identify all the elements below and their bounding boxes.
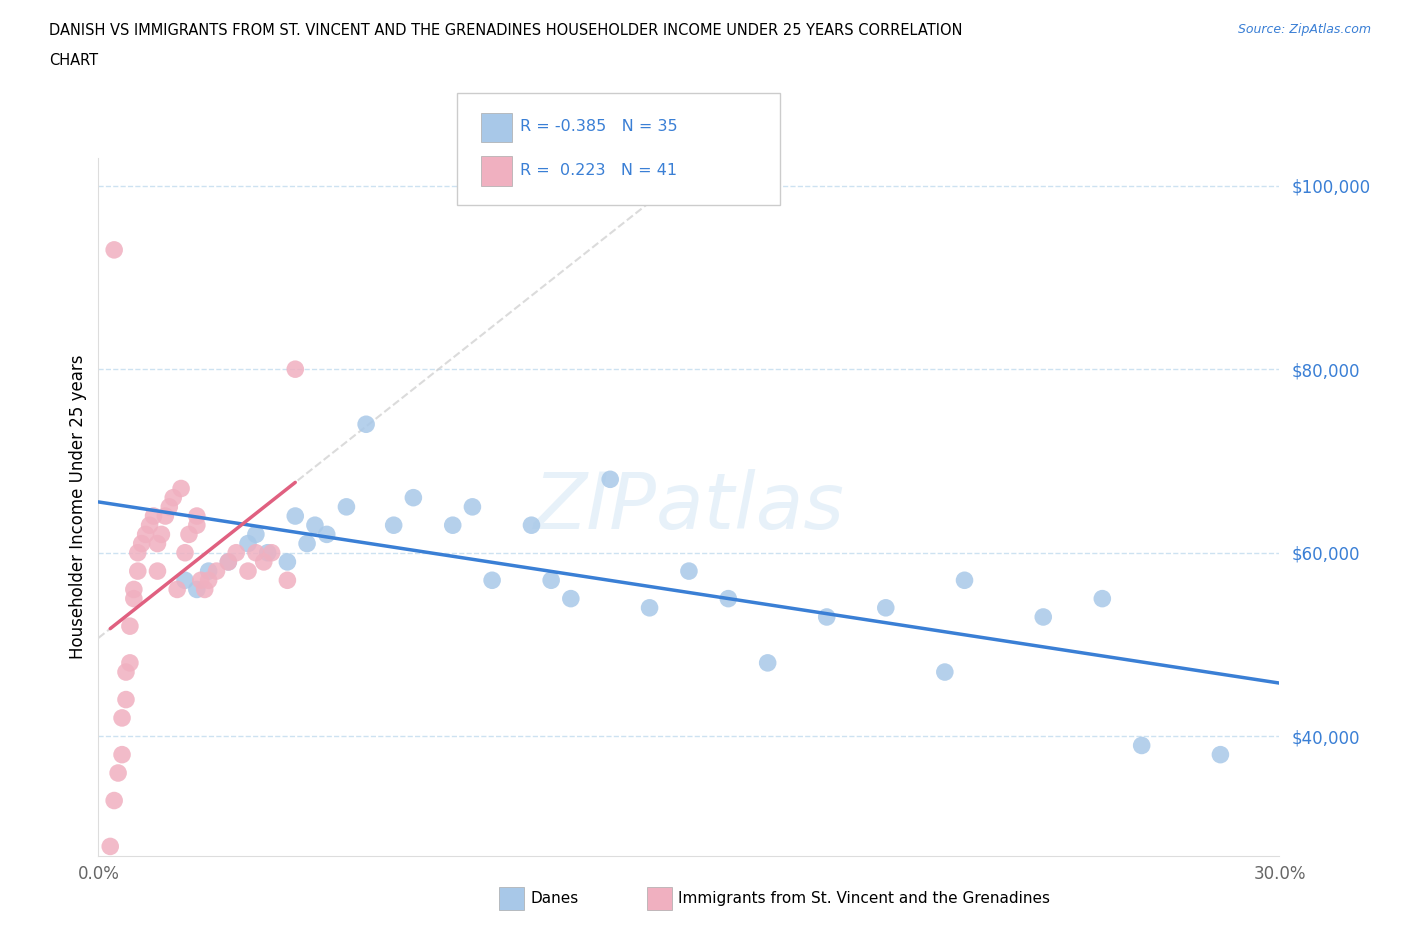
Point [122, 582, 145, 597]
Point [335, 499, 357, 514]
Point [118, 618, 141, 633]
Point [146, 564, 169, 578]
Point [276, 554, 298, 569]
Point [1032, 609, 1054, 624]
Point [135, 527, 157, 542]
Point [103, 793, 125, 808]
Point [315, 527, 337, 542]
Point [953, 573, 976, 588]
Point [354, 417, 377, 432]
Point [304, 518, 326, 533]
Text: CHART: CHART [49, 53, 98, 68]
Point [118, 656, 141, 671]
Point [678, 564, 700, 578]
Point [131, 536, 153, 551]
Point [875, 601, 897, 616]
Point [815, 609, 838, 624]
Point [520, 518, 543, 533]
Point [295, 536, 318, 551]
Point [186, 582, 208, 597]
Text: Immigrants from St. Vincent and the Grenadines: Immigrants from St. Vincent and the Gren… [678, 891, 1050, 906]
Point [115, 665, 138, 680]
Point [382, 518, 405, 533]
Point [441, 518, 464, 533]
Text: Source: ZipAtlas.com: Source: ZipAtlas.com [1237, 23, 1371, 36]
Point [236, 564, 259, 578]
Point [638, 601, 661, 616]
Point [197, 564, 219, 578]
Y-axis label: Householder Income Under 25 years: Householder Income Under 25 years [69, 354, 87, 659]
Point [217, 554, 239, 569]
Point [540, 573, 562, 588]
Point [111, 747, 134, 762]
Point [217, 554, 239, 569]
Point [138, 518, 160, 533]
Point [150, 527, 173, 542]
Point [756, 656, 779, 671]
Point [717, 591, 740, 606]
Text: R = -0.385   N = 35: R = -0.385 N = 35 [520, 119, 678, 134]
Point [186, 518, 208, 533]
Point [1209, 747, 1232, 762]
Point [461, 499, 484, 514]
Point [260, 545, 283, 560]
Point [98, 839, 121, 854]
Point [402, 490, 425, 505]
Point [284, 362, 307, 377]
Point [107, 765, 129, 780]
Point [142, 509, 165, 524]
Point [190, 573, 212, 588]
Text: R =  0.223   N = 41: R = 0.223 N = 41 [520, 163, 678, 178]
Point [197, 573, 219, 588]
Point [284, 509, 307, 524]
Point [127, 564, 149, 578]
Point [253, 554, 276, 569]
Point [186, 509, 208, 524]
Point [1130, 738, 1153, 753]
Point [194, 582, 217, 597]
Point [111, 711, 134, 725]
Point [157, 499, 180, 514]
Point [481, 573, 503, 588]
Point [560, 591, 582, 606]
Text: ZIPatlas: ZIPatlas [533, 469, 845, 545]
Point [170, 481, 193, 496]
Point [177, 527, 200, 542]
Point [1091, 591, 1114, 606]
Point [256, 545, 278, 560]
Point [174, 545, 197, 560]
Point [599, 472, 621, 486]
Point [174, 573, 197, 588]
Point [276, 573, 298, 588]
Text: Danes: Danes [530, 891, 578, 906]
Point [122, 591, 145, 606]
Point [155, 509, 177, 524]
Text: DANISH VS IMMIGRANTS FROM ST. VINCENT AND THE GRENADINES HOUSEHOLDER INCOME UNDE: DANISH VS IMMIGRANTS FROM ST. VINCENT AN… [49, 23, 963, 38]
Point [205, 564, 228, 578]
Point [225, 545, 247, 560]
Point [245, 545, 267, 560]
Point [146, 536, 169, 551]
Point [166, 582, 188, 597]
Point [236, 536, 259, 551]
Point [103, 243, 125, 258]
Point [245, 527, 267, 542]
Point [127, 545, 149, 560]
Point [162, 490, 184, 505]
Point [115, 692, 138, 707]
Point [934, 665, 956, 680]
